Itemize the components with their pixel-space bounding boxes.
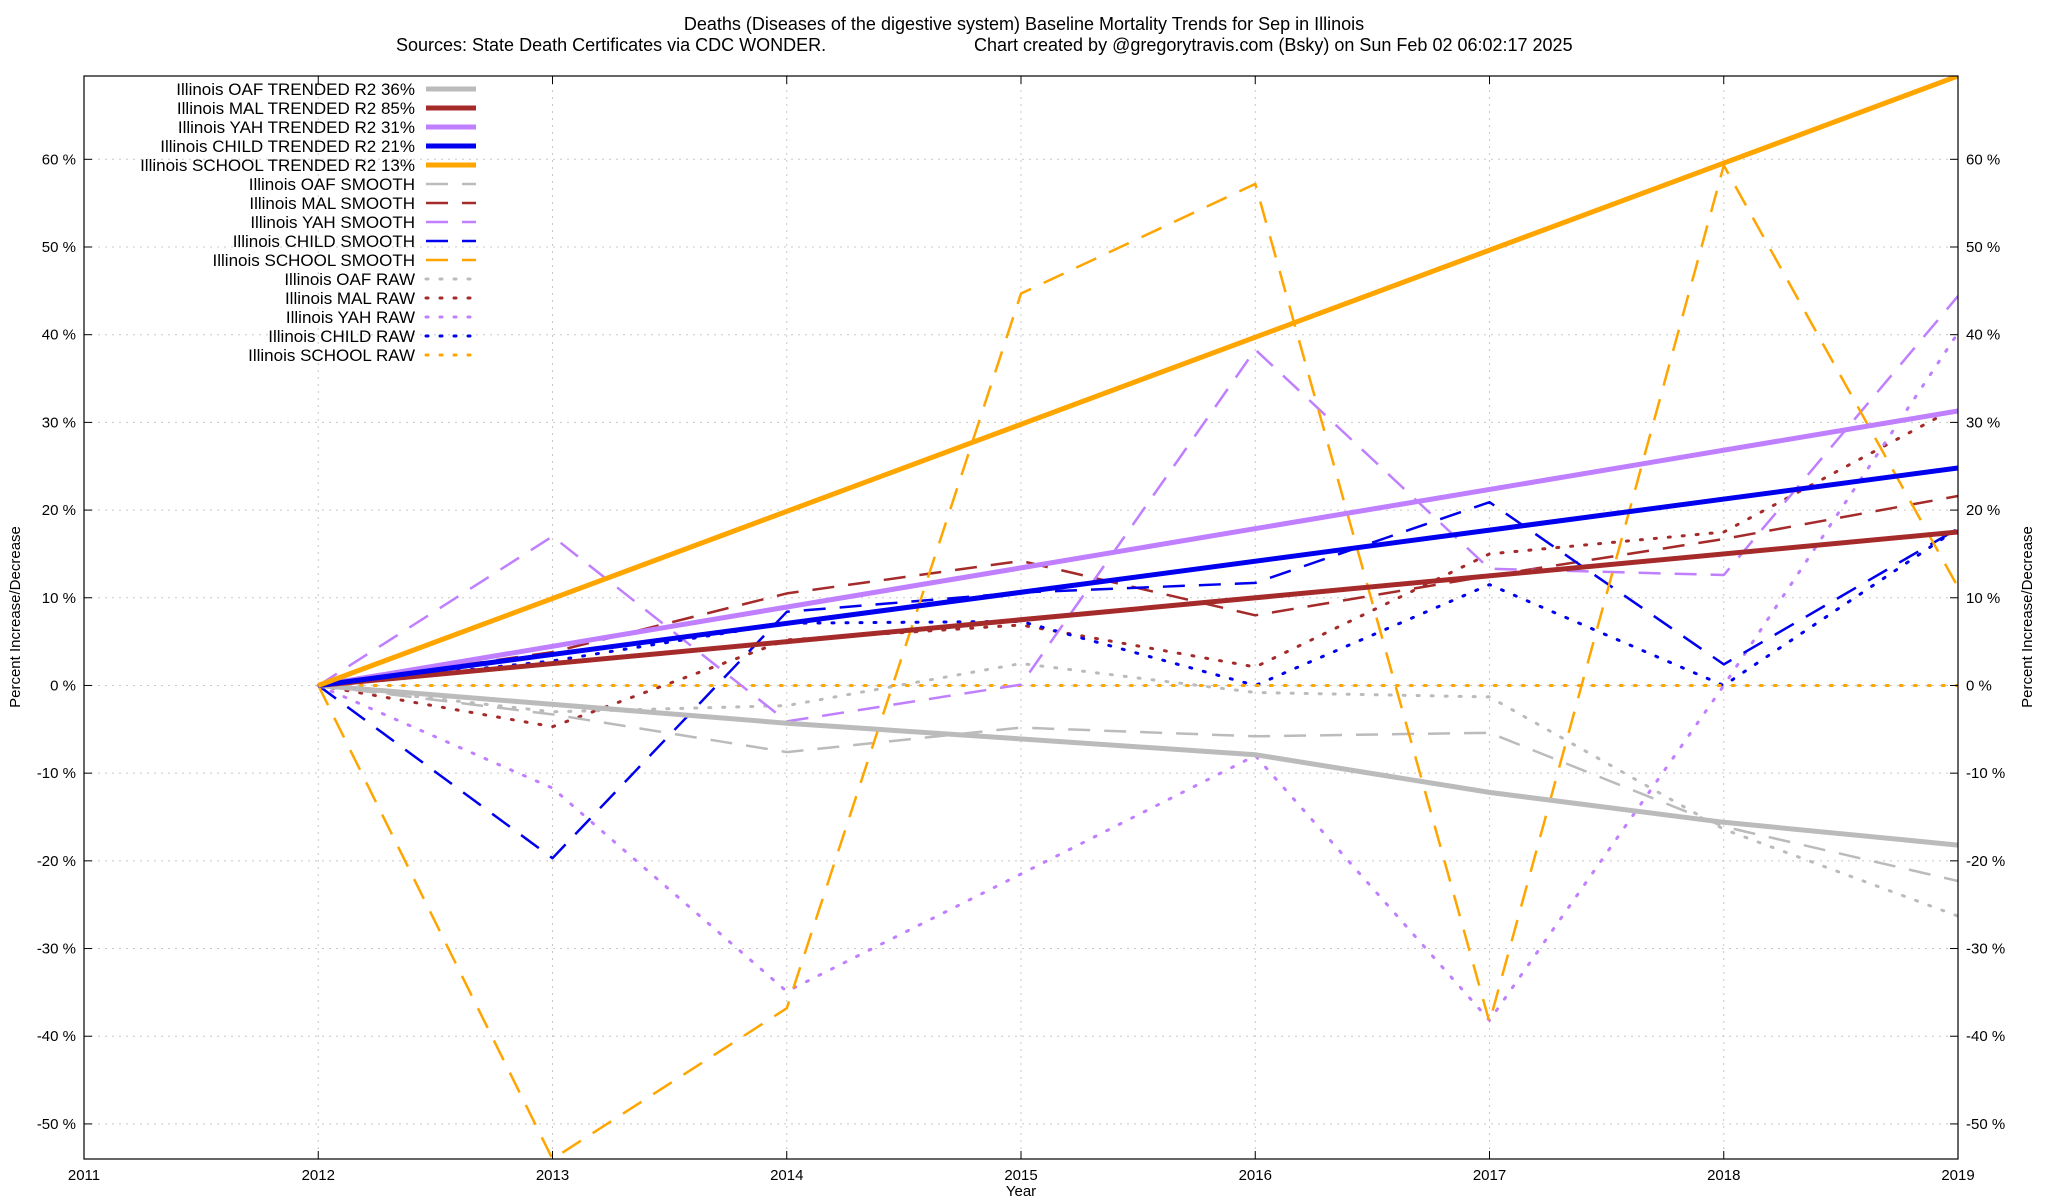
series-line-child-raw (316, 527, 1958, 687)
y-tick-label-right: -40 % (1966, 1028, 2005, 1045)
series-line-yah-smooth (317, 295, 1958, 723)
axes: 2011 2012 2013 2014 2015 2016 2017 2018 2019 -50 … (37, 76, 2005, 1184)
y-tick-label-left: 60 % (42, 151, 76, 168)
legend-label-oaf-smooth: Illinois OAF SMOOTH (249, 175, 415, 194)
x-tick-label: 2014 (770, 1167, 803, 1184)
series-line-oaf-raw (316, 662, 1958, 918)
x-tick-label: 2019 (1941, 1167, 1974, 1184)
y-tick-label-right: -20 % (1966, 853, 2005, 870)
x-tick-label: 2016 (1239, 1167, 1272, 1184)
chart-title: Deaths (Diseases of the digestive system… (684, 14, 1364, 34)
y-tick-label-left: -30 % (37, 941, 76, 958)
y-tick-label-right: 50 % (1966, 239, 2000, 256)
y-tick-label-left: 50 % (42, 239, 76, 256)
legend-label-school-raw: Illinois SCHOOL RAW (248, 346, 415, 365)
x-tick-label: 2015 (1004, 1167, 1037, 1184)
chart-subtitle-credit: Chart created by @gregorytravis.com (Bsk… (974, 35, 1573, 55)
y-tick-label-left: -40 % (37, 1028, 76, 1045)
legend-label-school-smooth: Illinois SCHOOL SMOOTH (213, 251, 415, 270)
legend-label-oaf-trended: Illinois OAF TRENDED R2 36% (176, 80, 415, 99)
x-tick-label: 2018 (1707, 1167, 1740, 1184)
legend-label-school-trended: Illinois SCHOOL TRENDED R2 13% (140, 156, 415, 175)
legend-label-child-smooth: Illinois CHILD SMOOTH (233, 232, 415, 251)
chart-subtitle-source: Sources: State Death Certificates via CD… (396, 35, 826, 55)
y-tick-label-left: 30 % (42, 414, 76, 431)
series-line-yah-raw (316, 331, 1958, 1022)
plot-series (316, 76, 1958, 1159)
y-tick-label-left: -20 % (37, 853, 76, 870)
y-tick-label-right: -30 % (1966, 941, 2005, 958)
series-line-school-trended (317, 76, 1958, 688)
x-tick-label: 2012 (302, 1167, 335, 1184)
legend-label-child-raw: Illinois CHILD RAW (268, 327, 415, 346)
y-tick-label-right: -50 % (1966, 1116, 2005, 1133)
x-tick-label: 2017 (1473, 1167, 1506, 1184)
series-line-mal-smooth (318, 494, 1958, 687)
legend-label-mal-raw: Illinois MAL RAW (285, 289, 415, 308)
y-tick-label-right: -10 % (1966, 765, 2005, 782)
y-tick-label-right: 60 % (1966, 151, 2000, 168)
y-tick-label-left: -10 % (37, 765, 76, 782)
legend-label-yah-trended: Illinois YAH TRENDED R2 31% (178, 118, 415, 137)
y-tick-label-right: 40 % (1966, 327, 2000, 344)
series-line-child-trended (317, 465, 1958, 688)
y-tick-label-right: 0 % (1966, 677, 1992, 694)
y-tick-label-left: -50 % (37, 1116, 76, 1133)
legend-label-mal-trended: Illinois MAL TRENDED R2 85% (177, 99, 415, 118)
legend: Illinois OAF TRENDED R2 36%Illinois MAL … (140, 80, 478, 365)
series-line-mal-trended (318, 529, 1958, 688)
x-axis-label: Year (1006, 1183, 1036, 1200)
series-line-oaf-smooth (318, 684, 1958, 883)
series-line-yah-trended (317, 408, 1958, 688)
y-axis-label-left: Percent Increase/Decrease (7, 526, 24, 708)
x-tick-label: 2013 (536, 1167, 569, 1184)
y-axis-label-right: Percent Increase/Decrease (2019, 526, 2036, 708)
y-tick-label-left: 40 % (42, 327, 76, 344)
series-line-mal-raw (316, 405, 1958, 729)
y-tick-label-left: 10 % (42, 590, 76, 607)
legend-label-yah-smooth: Illinois YAH SMOOTH (250, 213, 415, 232)
y-tick-label-right: 30 % (1966, 414, 2000, 431)
y-tick-label-left: 0 % (50, 677, 76, 694)
x-tick-label: 2011 (68, 1167, 100, 1184)
y-tick-label-right: 20 % (1966, 502, 2000, 519)
y-tick-label-left: 20 % (42, 502, 76, 519)
legend-label-child-trended: Illinois CHILD TRENDED R2 21% (160, 137, 415, 156)
legend-label-oaf-raw: Illinois OAF RAW (284, 270, 415, 289)
series-line-school-smooth (317, 164, 1958, 1159)
series-line-child-smooth (317, 500, 1958, 860)
y-tick-label-right: 10 % (1966, 590, 2000, 607)
legend-label-mal-smooth: Illinois MAL SMOOTH (249, 194, 415, 213)
series-line-oaf-trended (318, 683, 1958, 848)
legend-label-yah-raw: Illinois YAH RAW (286, 308, 415, 327)
